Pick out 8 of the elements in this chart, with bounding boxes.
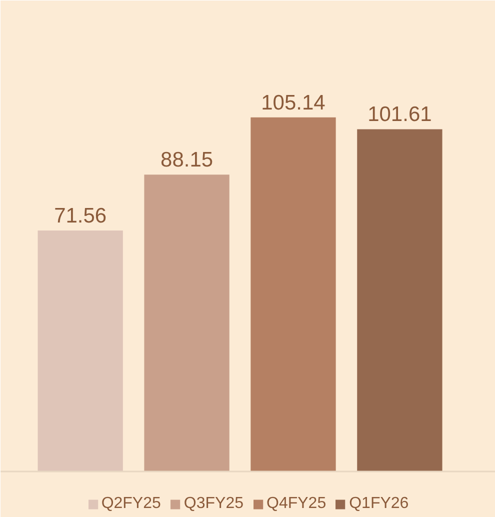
legend-label: Q2FY25: [101, 495, 161, 513]
data-label: 105.14: [261, 91, 326, 114]
data-label: 101.61: [368, 103, 432, 126]
data-label: 88.15: [160, 148, 214, 172]
data-label: 71.56: [54, 204, 107, 228]
legend-label: Q4FY25: [266, 495, 326, 513]
legend-label: Q1FY26: [349, 495, 409, 513]
legend-label: Q3FY25: [184, 495, 244, 513]
